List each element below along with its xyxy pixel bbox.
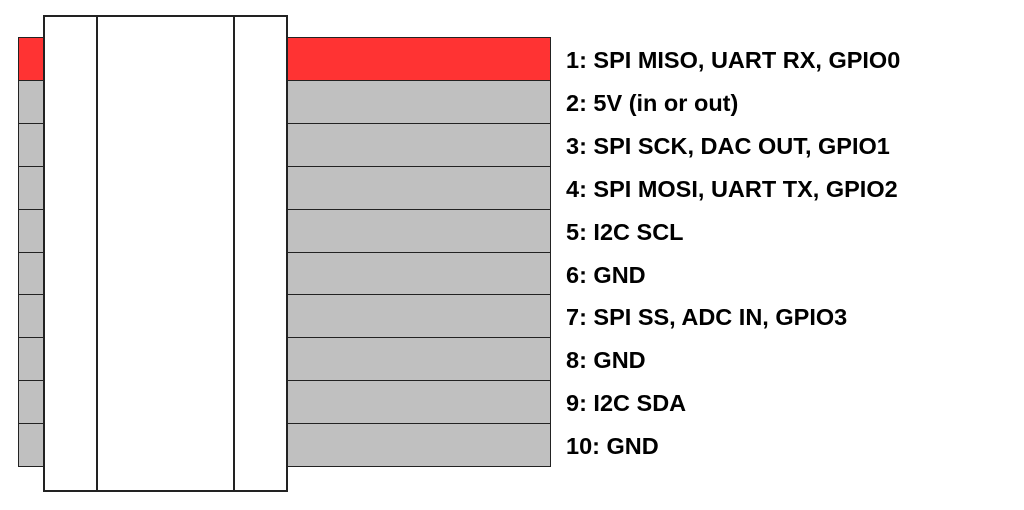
pin-label-1: 1: SPI MISO, UART RX, GPIO0 — [566, 47, 901, 73]
wire-9-right — [286, 380, 551, 425]
wire-7-right — [286, 294, 551, 339]
wire-2-left — [18, 79, 45, 125]
wire-4-right — [286, 165, 551, 211]
wire-3-right — [286, 122, 551, 168]
wire-2-right — [286, 79, 551, 125]
pin-label-4: 4: SPI MOSI, UART TX, GPIO2 — [566, 175, 898, 202]
wire-5-left — [18, 208, 45, 253]
wire-8-left — [18, 337, 45, 382]
wire-4-left — [18, 165, 45, 211]
wire-1-left — [18, 37, 45, 82]
wire-1-right — [286, 37, 551, 82]
wire-10-right — [286, 423, 551, 468]
pin-label-3: 3: SPI SCK, DAC OUT, GPIO1 — [566, 132, 890, 159]
wire-10-left — [18, 423, 45, 468]
pin-label-7: 7: SPI SS, ADC IN, GPIO3 — [566, 304, 848, 331]
wire-6-left — [18, 251, 45, 296]
connector-housing — [43, 15, 288, 492]
wire-7-left — [18, 294, 45, 339]
pin-label-10: 10: GND — [566, 433, 659, 460]
pin-label-8: 8: GND — [566, 347, 646, 374]
wire-9-left — [18, 380, 45, 425]
pin-label-9: 9: I2C SDA — [566, 390, 687, 417]
wire-3-left — [18, 122, 45, 168]
wire-5-right — [286, 208, 551, 253]
connector-divider-right — [233, 17, 235, 490]
wire-8-right — [286, 337, 551, 382]
connector-divider-left — [96, 17, 98, 490]
pin-label-2: 2: 5V (in or out) — [566, 89, 739, 116]
pin-label-5: 5: I2C SCL — [566, 218, 684, 245]
wire-6-right — [286, 251, 551, 296]
pin-label-6: 6: GND — [566, 261, 646, 288]
